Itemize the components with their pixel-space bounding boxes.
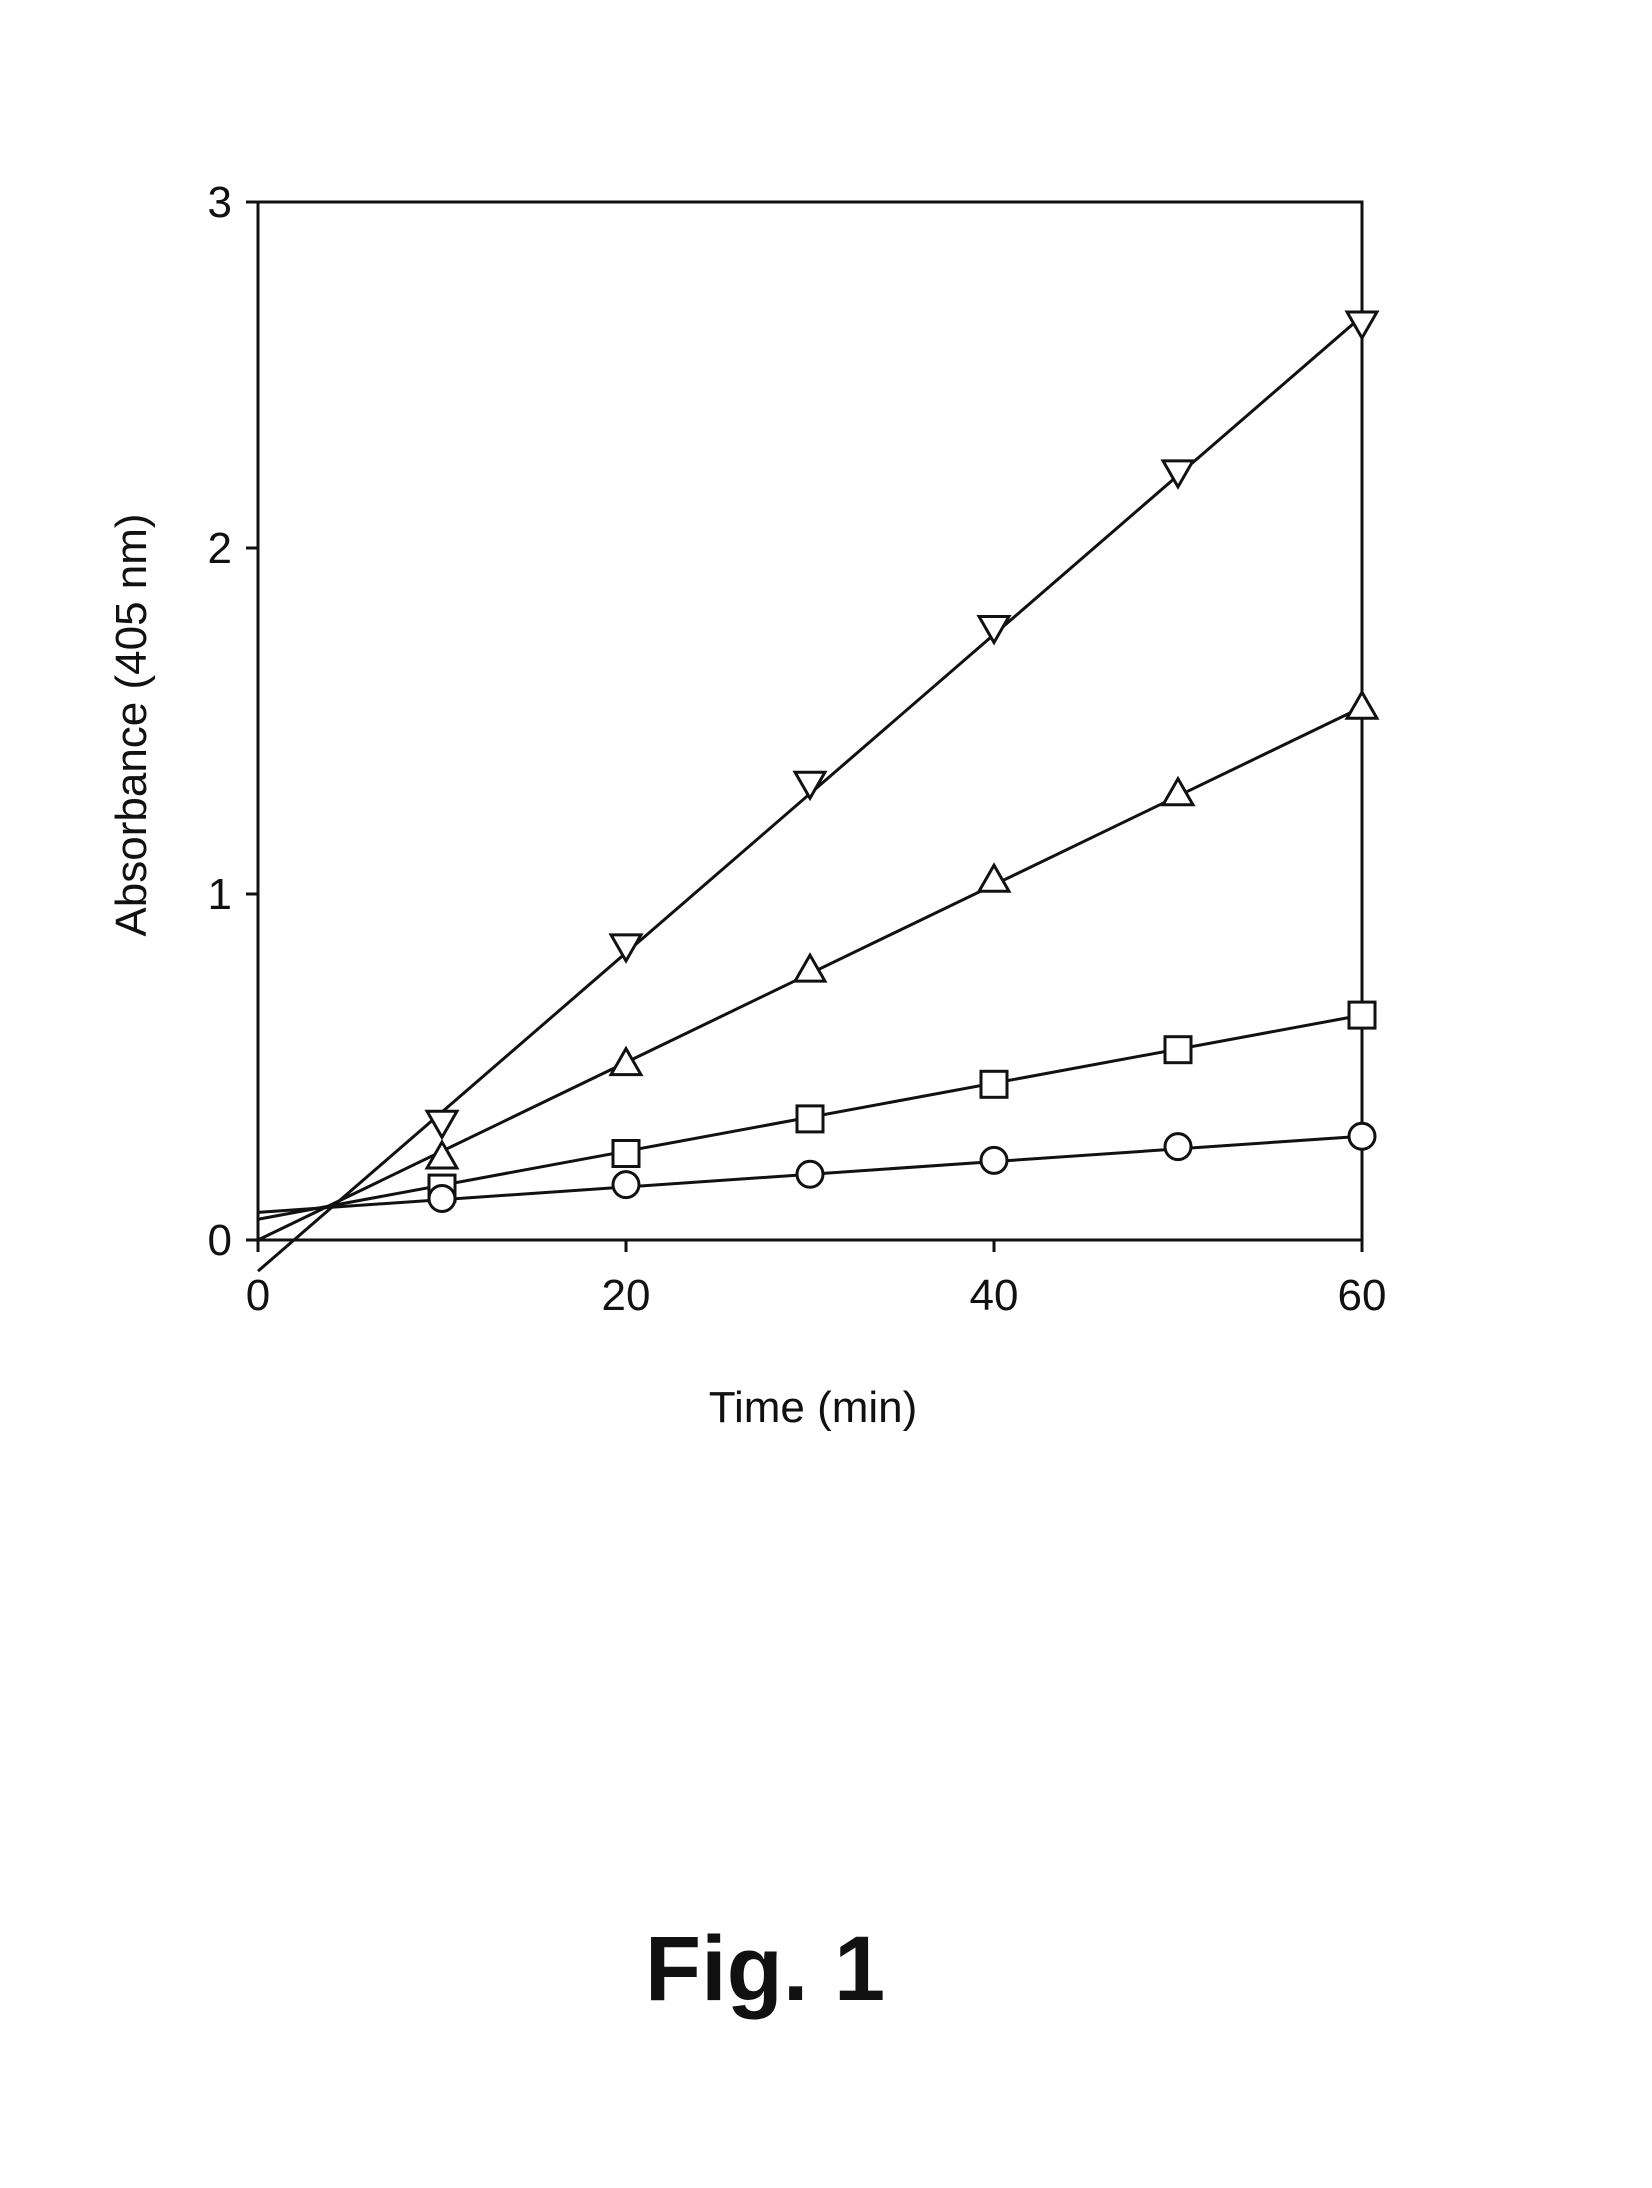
data-markers bbox=[427, 312, 1377, 1211]
marker-circle bbox=[429, 1185, 455, 1211]
marker-square bbox=[1349, 1002, 1375, 1028]
marker-circle bbox=[797, 1161, 823, 1187]
marker-triangle-up bbox=[611, 1049, 641, 1075]
y-tick-label: 3 bbox=[208, 178, 232, 227]
x-tick-label: 60 bbox=[1338, 1271, 1387, 1320]
x-tick-label: 20 bbox=[602, 1271, 651, 1320]
marker-triangle-down bbox=[979, 617, 1009, 643]
y-tick-label: 0 bbox=[208, 1216, 232, 1265]
marker-circle bbox=[981, 1147, 1007, 1173]
marker-triangle-down bbox=[611, 935, 641, 961]
plot-frame bbox=[258, 202, 1362, 1240]
marker-square bbox=[1165, 1037, 1191, 1063]
marker-triangle-up bbox=[1347, 692, 1377, 718]
x-axis-title: Time (min) bbox=[709, 1383, 918, 1432]
marker-triangle-down bbox=[427, 1111, 457, 1137]
y-axis-ticks: 0 1 2 3 bbox=[208, 178, 258, 1265]
marker-circle bbox=[1165, 1134, 1191, 1160]
figure-caption: Fig. 1 bbox=[645, 1918, 885, 2020]
plot-border bbox=[258, 202, 1362, 1240]
x-tick-label: 0 bbox=[246, 1271, 270, 1320]
x-tick-label: 40 bbox=[970, 1271, 1019, 1320]
y-tick-label: 2 bbox=[208, 524, 232, 573]
y-axis-title: Absorbance (405 nm) bbox=[107, 513, 156, 936]
y-tick-label: 1 bbox=[208, 870, 232, 919]
x-axis-ticks: 0 20 40 60 bbox=[246, 1240, 1387, 1320]
marker-square bbox=[981, 1071, 1007, 1097]
marker-square bbox=[797, 1106, 823, 1132]
marker-square bbox=[613, 1141, 639, 1167]
marker-circle bbox=[1349, 1123, 1375, 1149]
marker-circle bbox=[613, 1172, 639, 1198]
